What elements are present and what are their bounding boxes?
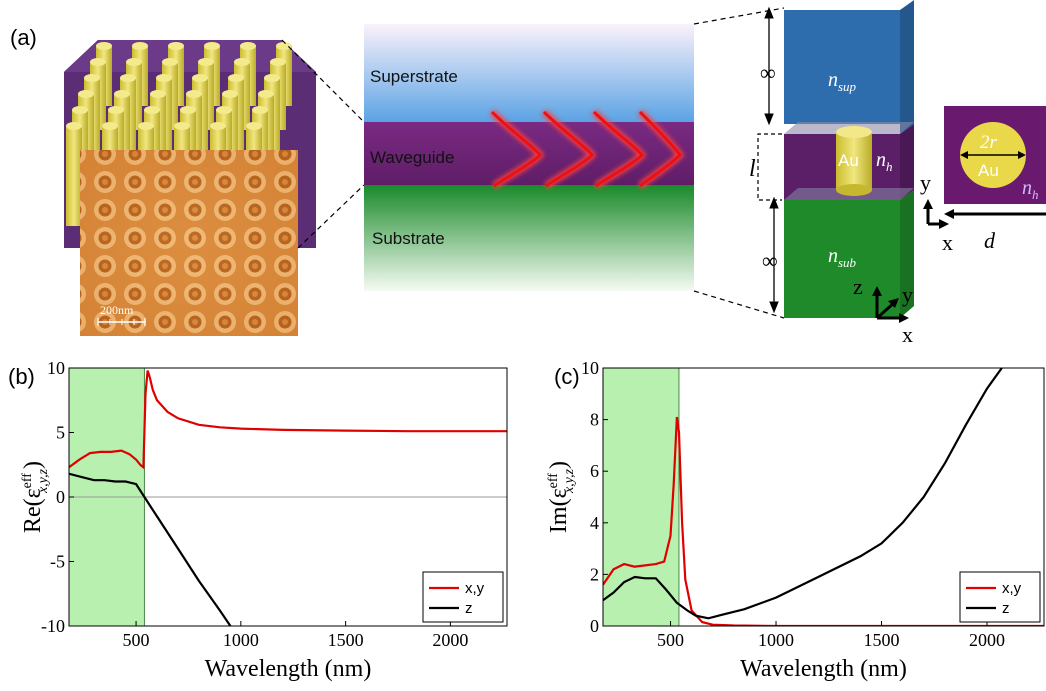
y-tick-label: 5 (56, 423, 65, 443)
x-tick-label: 500 (123, 630, 150, 650)
y-tick-label: 4 (590, 513, 599, 533)
cross-au-label: Au (978, 161, 999, 180)
gold-nanorod (836, 132, 872, 190)
axis-y-label: y (902, 282, 913, 307)
substrate-label: Substrate (372, 229, 445, 248)
legend-label: x,y (1002, 580, 1022, 597)
chart-c: 500 1000 1500 2000 0 2 4 6 8 10 Wavelength (nm) Im(… (546, 358, 1045, 682)
y-tick-label: 10 (581, 358, 599, 378)
unit-cell: Au nh nsup nsub (784, 0, 914, 318)
superstrate-label: Superstrate (370, 67, 458, 86)
infinity-bottom: ∞ (762, 248, 778, 273)
guided-wave-arrows (489, 109, 685, 189)
unit-cell-dimensions: ∞ ∞ l (749, 6, 782, 314)
y-tick-label: 6 (590, 461, 599, 481)
n-sup-label: nsup (828, 69, 857, 94)
zoom-connector (693, 290, 785, 319)
y-tick-label: 0 (590, 616, 599, 636)
legend-label: z (1002, 600, 1010, 617)
n-sub-label: nsub (828, 245, 857, 270)
x-tick-label: 2000 (969, 630, 1005, 650)
plot-frame (602, 367, 1045, 627)
cross-axis-x-label: x (942, 230, 953, 255)
l-label: l (749, 156, 756, 182)
panel-label-c: (c) (554, 364, 580, 389)
x-tick-label: 2000 (432, 630, 468, 650)
legend-label: z (465, 600, 473, 617)
x-axis-label: Wavelength (nm) (205, 656, 372, 682)
afm-image: 200nm (80, 150, 298, 336)
panel-label-a: (a) (10, 25, 37, 50)
substrate-layer (364, 185, 694, 291)
zoom-connector (297, 184, 365, 249)
cross-axis-y-label: y (920, 170, 931, 195)
x-tick-label: 1000 (758, 630, 794, 650)
au-label: Au (838, 151, 859, 170)
waveguide-stack: Superstrate Waveguide Substrate (364, 24, 694, 291)
legend-label: x,y (465, 580, 485, 597)
two-r-label: 2r (980, 132, 998, 153)
y-tick-label: -5 (50, 552, 65, 572)
series-line-z (603, 368, 1003, 620)
chart-b: 500 1000 1500 2000 -10 -5 0 5 10 Wavelength (nm) R… (20, 358, 508, 682)
superstrate-layer (364, 24, 694, 123)
unit-cell-axes: z y x (853, 274, 913, 347)
x-tick-label: 500 (657, 630, 684, 650)
series-line-xy (69, 370, 507, 470)
axis-x-label: x (902, 322, 913, 347)
x-axis-label: Wavelength (nm) (740, 656, 907, 682)
cross-section: 2r Au nh d y x (920, 106, 1046, 255)
gold-rod (66, 122, 82, 226)
waveguide-label: Waveguide (370, 148, 454, 167)
axis-z-label: z (853, 274, 863, 299)
y-tick-label: -10 (41, 616, 65, 636)
y-axis-label: Im(εeffx,y,z) (546, 461, 577, 533)
infinity-top: ∞ (760, 60, 776, 85)
legend: x,y z (959, 571, 1041, 623)
scale-bar-label: 200nm (100, 303, 134, 317)
n-h-label: nh (876, 149, 893, 174)
highlight-region (603, 368, 679, 626)
cross-n-h-label: nh (1022, 177, 1039, 202)
legend: x,y z (422, 571, 504, 623)
panel-label-b: (b) (8, 364, 35, 389)
x-tick-label: 1500 (864, 630, 900, 650)
d-label: d (984, 228, 996, 253)
y-tick-label: 2 (590, 564, 599, 584)
y-tick-label: 0 (56, 487, 65, 507)
x-tick-label: 1000 (223, 630, 259, 650)
y-tick-label: 10 (47, 358, 65, 378)
zoom-connector (281, 39, 365, 123)
y-axis-label: Re(εeffx,y,z) (20, 461, 51, 533)
series-line-z (69, 472, 232, 626)
y-tick-label: 8 (590, 410, 599, 430)
x-tick-label: 1500 (328, 630, 364, 650)
